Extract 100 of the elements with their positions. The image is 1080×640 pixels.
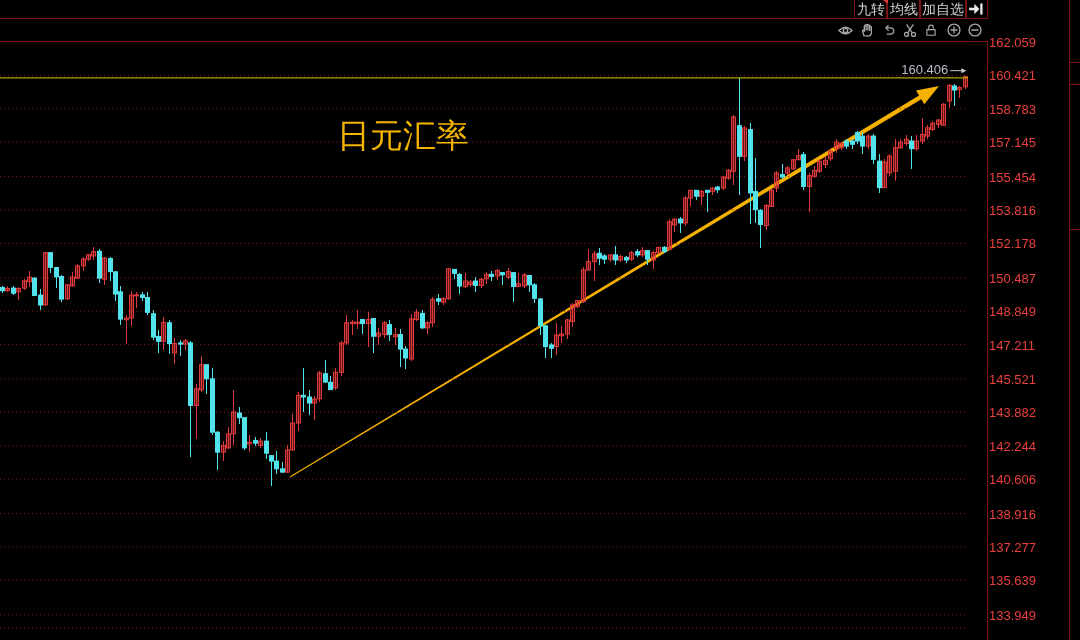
candlestick bbox=[914, 134, 919, 152]
candlestick bbox=[898, 138, 903, 150]
y-tick-label: 137.277 bbox=[989, 539, 1036, 555]
candlestick bbox=[495, 268, 500, 281]
candlestick bbox=[457, 272, 462, 295]
candlestick bbox=[183, 338, 188, 351]
candlestick bbox=[134, 291, 139, 309]
candlestick bbox=[425, 320, 430, 335]
candlestick bbox=[882, 158, 887, 189]
candlestick bbox=[479, 277, 484, 289]
candlestick bbox=[828, 147, 833, 162]
candlestick bbox=[742, 125, 747, 162]
candlestick bbox=[414, 308, 419, 322]
candlestick bbox=[124, 314, 129, 345]
candlestick bbox=[774, 170, 779, 193]
candlestick bbox=[672, 217, 677, 233]
candlestick bbox=[409, 313, 414, 362]
candlestick bbox=[161, 316, 166, 351]
candlestick bbox=[5, 285, 10, 293]
candlestick bbox=[866, 133, 871, 150]
candlestick bbox=[947, 83, 952, 109]
candlestick bbox=[920, 117, 925, 145]
candlestick bbox=[199, 355, 204, 393]
candlestick bbox=[699, 189, 704, 206]
y-tick-label: 158.783 bbox=[989, 101, 1036, 117]
candlestick bbox=[102, 256, 107, 286]
y-tick-label: 160.421 bbox=[989, 68, 1036, 84]
candlestick bbox=[559, 325, 564, 344]
candlestick bbox=[936, 118, 941, 129]
candlestick bbox=[382, 320, 387, 339]
y-tick-label: 152.178 bbox=[989, 236, 1036, 252]
candlestick bbox=[726, 168, 731, 181]
candlestick bbox=[834, 138, 839, 154]
toolbar-button: 均线 bbox=[887, 0, 920, 19]
candlestick bbox=[791, 158, 796, 171]
candlestick bbox=[366, 311, 371, 348]
candlestick bbox=[554, 322, 559, 356]
y-tick-label: 140.606 bbox=[989, 472, 1036, 488]
candlestick bbox=[565, 318, 570, 340]
candlestick bbox=[446, 267, 451, 301]
candlestick bbox=[522, 272, 527, 289]
candlestick bbox=[285, 444, 290, 474]
candlestick bbox=[710, 186, 715, 196]
candlestick bbox=[683, 195, 688, 227]
candlestick bbox=[81, 256, 86, 272]
candlestick bbox=[344, 314, 349, 346]
y-tick-label: 157.145 bbox=[989, 135, 1036, 151]
candlestick bbox=[16, 286, 21, 301]
candlestick bbox=[769, 188, 774, 208]
candlestick bbox=[758, 208, 763, 249]
candlestick bbox=[613, 245, 618, 266]
candlestick bbox=[296, 391, 301, 432]
candlestick bbox=[941, 102, 946, 126]
candlestick bbox=[22, 278, 27, 291]
candlestick bbox=[355, 309, 360, 330]
candlestick bbox=[506, 267, 511, 280]
candlestick bbox=[376, 327, 381, 346]
candlestick bbox=[290, 413, 295, 452]
candlestick bbox=[586, 248, 591, 272]
candlestick bbox=[731, 114, 736, 186]
candlestick bbox=[904, 134, 909, 147]
candlestick bbox=[930, 120, 935, 132]
candlestick bbox=[333, 367, 338, 391]
y-tick-label: 147.211 bbox=[989, 337, 1036, 353]
candlestick bbox=[640, 246, 645, 258]
candlestick bbox=[667, 218, 672, 251]
candlestick bbox=[221, 440, 226, 462]
y-tick-label: 153.816 bbox=[989, 202, 1036, 218]
candlestick bbox=[65, 283, 70, 301]
candlestick bbox=[764, 203, 769, 231]
candlestick bbox=[86, 253, 91, 262]
y-tick-label: 135.639 bbox=[989, 573, 1036, 589]
y-tick-label: 155.454 bbox=[989, 169, 1036, 185]
candlestick bbox=[91, 246, 96, 261]
candlestick bbox=[570, 302, 575, 328]
candlestick bbox=[167, 319, 172, 355]
candlestick bbox=[608, 253, 613, 263]
candlestick bbox=[796, 148, 801, 161]
candlestick bbox=[371, 317, 376, 354]
candlestick bbox=[839, 141, 844, 151]
candlestick bbox=[129, 290, 134, 327]
candlestick bbox=[925, 124, 930, 140]
candlestick bbox=[43, 251, 48, 307]
y-tick-label: 145.521 bbox=[989, 371, 1036, 387]
text: 日元汇率 bbox=[337, 116, 469, 156]
candlestick bbox=[721, 175, 726, 191]
candlestick bbox=[387, 319, 392, 342]
candlestick bbox=[963, 75, 968, 90]
y-tick-label: 150.487 bbox=[989, 270, 1036, 286]
candlestick bbox=[812, 165, 817, 179]
candlestick bbox=[430, 296, 435, 328]
candlestick bbox=[312, 395, 317, 421]
candlestick bbox=[226, 426, 231, 450]
candlestick bbox=[629, 250, 634, 262]
candlestick bbox=[516, 272, 521, 288]
candlestick bbox=[339, 340, 344, 377]
candlestick bbox=[575, 299, 580, 309]
candlestick bbox=[231, 389, 236, 446]
candlestick bbox=[688, 189, 693, 207]
candlestick bbox=[172, 337, 177, 365]
